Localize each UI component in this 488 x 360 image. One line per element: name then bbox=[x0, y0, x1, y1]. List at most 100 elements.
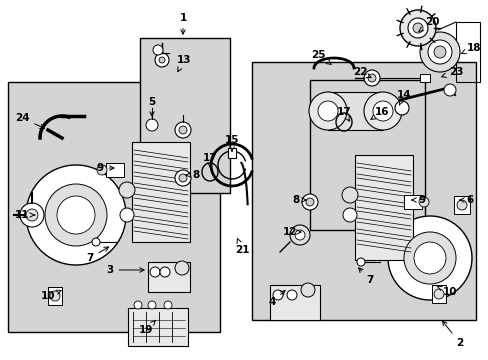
Circle shape bbox=[175, 122, 191, 138]
Text: 19: 19 bbox=[139, 320, 156, 335]
Text: 11: 11 bbox=[15, 210, 35, 220]
Text: 8: 8 bbox=[292, 195, 305, 205]
Circle shape bbox=[301, 283, 314, 297]
Text: 14: 14 bbox=[396, 90, 410, 105]
Text: 3: 3 bbox=[106, 265, 144, 275]
Bar bbox=[227, 148, 236, 158]
Text: 1: 1 bbox=[179, 13, 186, 34]
Bar bbox=[128, 308, 187, 346]
Text: 17: 17 bbox=[202, 153, 217, 167]
Text: 2: 2 bbox=[442, 321, 463, 348]
Circle shape bbox=[418, 197, 428, 207]
Circle shape bbox=[163, 301, 172, 309]
Bar bbox=[251, 62, 475, 320]
Text: 22: 22 bbox=[352, 67, 370, 77]
Circle shape bbox=[356, 258, 364, 266]
Bar bbox=[403, 195, 421, 209]
Text: 6: 6 bbox=[459, 195, 473, 205]
Circle shape bbox=[294, 230, 305, 240]
Bar bbox=[132, 142, 190, 242]
Circle shape bbox=[403, 232, 455, 284]
Circle shape bbox=[160, 267, 170, 277]
Text: 15: 15 bbox=[224, 135, 239, 151]
Circle shape bbox=[433, 46, 445, 58]
Circle shape bbox=[120, 208, 134, 222]
Bar bbox=[309, 80, 424, 230]
Text: 23: 23 bbox=[441, 67, 462, 77]
Circle shape bbox=[419, 32, 459, 72]
Circle shape bbox=[92, 238, 100, 246]
Circle shape bbox=[363, 70, 379, 86]
Circle shape bbox=[175, 261, 189, 275]
Text: 17: 17 bbox=[336, 107, 350, 121]
Circle shape bbox=[433, 289, 443, 299]
Circle shape bbox=[367, 74, 375, 82]
Circle shape bbox=[286, 290, 296, 300]
Circle shape bbox=[97, 165, 107, 175]
Text: 12: 12 bbox=[282, 227, 300, 237]
Bar bbox=[8, 82, 220, 332]
Circle shape bbox=[363, 92, 401, 130]
Circle shape bbox=[372, 101, 392, 121]
Circle shape bbox=[341, 187, 357, 203]
Text: 9: 9 bbox=[411, 195, 425, 205]
Text: 20: 20 bbox=[418, 17, 438, 31]
Circle shape bbox=[272, 290, 283, 300]
Circle shape bbox=[456, 200, 466, 210]
Text: 9: 9 bbox=[96, 163, 114, 173]
Text: 7: 7 bbox=[358, 268, 373, 285]
Text: 10: 10 bbox=[436, 286, 456, 297]
Circle shape bbox=[153, 45, 163, 55]
Circle shape bbox=[179, 174, 186, 182]
Bar bbox=[455, 22, 479, 82]
Circle shape bbox=[119, 182, 135, 198]
Text: 24: 24 bbox=[15, 113, 44, 129]
Text: 25: 25 bbox=[310, 50, 330, 64]
Text: 16: 16 bbox=[370, 107, 388, 120]
Circle shape bbox=[159, 57, 164, 63]
Bar bbox=[48, 287, 62, 305]
Bar bbox=[148, 262, 190, 292]
Circle shape bbox=[134, 301, 142, 309]
Bar bbox=[269, 285, 319, 320]
Circle shape bbox=[394, 101, 408, 115]
Circle shape bbox=[412, 23, 422, 33]
Bar bbox=[354, 155, 412, 260]
Text: 18: 18 bbox=[460, 43, 480, 54]
Circle shape bbox=[175, 170, 191, 186]
Circle shape bbox=[20, 203, 44, 227]
Circle shape bbox=[399, 10, 435, 46]
Circle shape bbox=[407, 18, 427, 38]
Circle shape bbox=[342, 208, 356, 222]
Text: 7: 7 bbox=[86, 247, 108, 263]
Circle shape bbox=[289, 225, 309, 245]
Circle shape bbox=[308, 92, 346, 130]
Circle shape bbox=[155, 53, 169, 67]
Bar bbox=[140, 38, 229, 193]
Circle shape bbox=[427, 40, 451, 64]
Text: 13: 13 bbox=[176, 55, 191, 72]
Circle shape bbox=[317, 101, 337, 121]
Circle shape bbox=[50, 291, 60, 301]
Text: 10: 10 bbox=[41, 290, 61, 301]
Circle shape bbox=[302, 194, 317, 210]
Circle shape bbox=[26, 165, 126, 265]
Text: 8: 8 bbox=[185, 170, 199, 180]
Circle shape bbox=[148, 301, 156, 309]
Bar bbox=[327, 92, 382, 130]
Bar bbox=[419, 74, 429, 82]
Text: 5: 5 bbox=[148, 97, 155, 116]
Circle shape bbox=[387, 216, 471, 300]
Circle shape bbox=[413, 242, 445, 274]
Bar bbox=[106, 163, 124, 177]
Circle shape bbox=[305, 198, 313, 206]
Circle shape bbox=[146, 119, 158, 131]
Circle shape bbox=[443, 84, 455, 96]
Circle shape bbox=[57, 196, 95, 234]
Circle shape bbox=[26, 209, 38, 221]
Circle shape bbox=[45, 184, 107, 246]
Circle shape bbox=[179, 126, 186, 134]
Bar bbox=[453, 196, 469, 214]
Bar bbox=[431, 285, 445, 303]
Circle shape bbox=[150, 267, 160, 277]
